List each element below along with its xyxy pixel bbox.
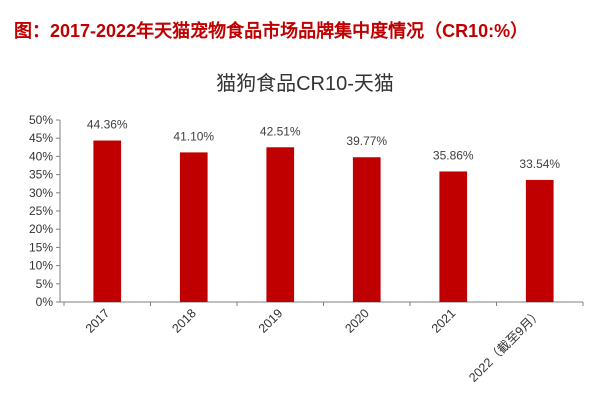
chart-title: 猫狗食品CR10-天猫 bbox=[216, 72, 394, 95]
x-tick-label: 2018 bbox=[169, 306, 199, 336]
x-tick-label: 2019 bbox=[256, 306, 286, 336]
y-tick-label: 45% bbox=[29, 131, 53, 145]
bar-2017 bbox=[93, 140, 122, 302]
figure-title: 图：2017-2022年天猫宠物食品市场品牌集中度情况（CR10:%） bbox=[14, 20, 528, 41]
y-tick-label: 10% bbox=[29, 259, 53, 273]
data-label: 42.51% bbox=[260, 124, 301, 138]
y-tick-label: 0% bbox=[36, 295, 54, 309]
data-label: 39.77% bbox=[346, 134, 387, 148]
x-tick-labels: 2017 2018 2019 2020 2021 2022（截至9月） bbox=[83, 306, 545, 385]
data-label: 35.86% bbox=[433, 148, 474, 162]
y-tick-label: 50% bbox=[29, 113, 53, 127]
data-label: 33.54% bbox=[519, 157, 560, 171]
x-tick-label: 2022（截至9月） bbox=[466, 306, 545, 385]
y-tick-label: 30% bbox=[29, 186, 53, 200]
y-tick-label: 35% bbox=[29, 168, 53, 182]
x-tick-label: 2020 bbox=[342, 306, 372, 336]
data-label: 44.36% bbox=[87, 118, 128, 132]
x-tick-label: 2021 bbox=[429, 306, 459, 336]
x-tick-label: 2017 bbox=[83, 306, 113, 336]
y-tick-label: 40% bbox=[29, 149, 53, 163]
data-label: 41.10% bbox=[173, 129, 214, 143]
x-axis bbox=[60, 301, 584, 306]
bar-2020 bbox=[352, 157, 381, 302]
bar-2018 bbox=[179, 152, 208, 302]
y-axis: 0% 5% 10% 15% 20% 25% 30% 35% 40% 45% 50% bbox=[29, 113, 61, 309]
bar-2021 bbox=[439, 171, 468, 302]
y-tick-label: 15% bbox=[29, 240, 53, 254]
y-tick-label: 25% bbox=[29, 204, 53, 218]
y-tick-label: 5% bbox=[36, 277, 54, 291]
bar-2022 bbox=[525, 179, 554, 302]
y-tick-label: 20% bbox=[29, 222, 53, 236]
data-labels: 44.36% 41.10% 42.51% 39.77% 35.86% 33.54% bbox=[87, 118, 561, 171]
bar-2019 bbox=[266, 147, 295, 302]
bar-series bbox=[93, 140, 554, 302]
